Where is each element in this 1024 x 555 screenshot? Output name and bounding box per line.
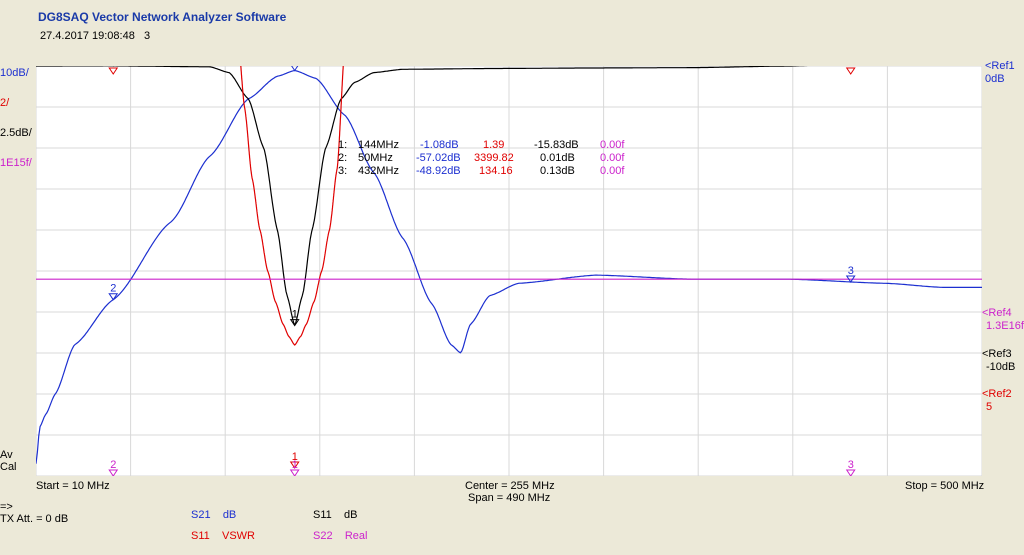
- ref2-value: 5: [986, 401, 993, 413]
- marker-s21: -48.92dB: [416, 165, 461, 177]
- marker-row: 3: 432MHz -48.92dB 134.16 0.13dB 0.00f: [338, 165, 638, 178]
- stop-frequency: Stop = 500 MHz: [905, 480, 985, 492]
- ref1-label[interactable]: <Ref1 0dB: [985, 60, 1015, 86]
- marker-freq: 432MHz: [358, 165, 399, 177]
- grid: [35, 65, 983, 477]
- marker-vswr: 134.16: [479, 165, 513, 177]
- marker-id: 2:: [338, 152, 348, 164]
- calibration-status: Cal: [0, 461, 17, 473]
- marker-number: 3: [848, 66, 854, 69]
- marker-s21: -1.08dB: [420, 139, 459, 151]
- marker-vswr: [108, 67, 119, 75]
- marker-s21: [289, 64, 300, 72]
- tx-attenuation: TX Att. = 0 dB: [0, 513, 69, 525]
- ref1-name: <Ref1: [985, 60, 1015, 72]
- marker-table: 1: 144MHz -1.08dB 1.39 -15.83dB 0.00f 2:…: [338, 139, 638, 178]
- trace-s11-vswr: [238, 60, 345, 346]
- marker-vswr: [845, 67, 856, 75]
- marker-s21: [108, 293, 119, 301]
- marker-s11: 0.01dB: [540, 152, 575, 164]
- ref1-value: 0dB: [985, 73, 1005, 85]
- start-frequency: Start = 10 MHz: [36, 480, 110, 492]
- ref3-value: -10dB: [986, 361, 1016, 373]
- marker-s22: [289, 469, 300, 477]
- marker-number: 1: [292, 309, 298, 321]
- legend-param: S22: [313, 530, 333, 542]
- marker-s21: [845, 275, 856, 283]
- ref4-name: <Ref4: [982, 307, 1012, 319]
- scale-label-s22[interactable]: 1E15f/: [0, 157, 32, 169]
- marker-s11: [289, 319, 300, 327]
- marker-freq: 144MHz: [358, 139, 399, 151]
- legend-unit: dB: [222, 509, 237, 521]
- marker-id: 1:: [338, 139, 348, 151]
- marker-s11: 0.13dB: [540, 165, 575, 177]
- marker-number: 3: [848, 265, 854, 277]
- chart-svg[interactable]: 111122223333: [35, 47, 983, 477]
- marker-number: 3: [848, 459, 854, 471]
- ref2-label[interactable]: <Ref2 5: [982, 388, 1012, 414]
- marker-s22: [845, 469, 856, 477]
- ref2-name: <Ref2: [982, 388, 1012, 400]
- legend-param: S21: [191, 509, 211, 521]
- legend-s11-db[interactable]: S11 dB: [313, 509, 357, 521]
- legend-param: S11: [191, 530, 210, 542]
- legend-unit: VSWR: [222, 530, 255, 542]
- legend-s22-real[interactable]: S22 Real: [313, 530, 367, 542]
- marker-freq: 50MHz: [358, 152, 393, 164]
- marker-real: 0.00f: [600, 165, 625, 177]
- marker-s11: -15.83dB: [534, 139, 579, 151]
- legend-unit: Real: [344, 530, 368, 542]
- arrow-indicator: =>: [0, 501, 13, 513]
- marker-vswr: 3399.82: [474, 152, 514, 164]
- marker-s21: -57.02dB: [416, 152, 461, 164]
- marker-number: 2: [110, 459, 116, 471]
- marker-number: 2: [110, 283, 116, 295]
- marker-row: 1: 144MHz -1.08dB 1.39 -15.83dB 0.00f: [338, 139, 638, 152]
- marker-real: 0.00f: [600, 139, 625, 151]
- average-status: Av: [0, 449, 13, 461]
- scale-label-s11[interactable]: 2.5dB/: [0, 127, 32, 139]
- scale-label-vswr[interactable]: 2/: [0, 97, 10, 109]
- legend-s11-vswr[interactable]: S11 VSWR: [191, 530, 255, 542]
- legend-param: S11: [313, 509, 332, 521]
- marker-number: 2: [110, 66, 116, 69]
- ref4-value: 1.3E16f: [986, 320, 1024, 332]
- legend-unit: dB: [344, 509, 358, 521]
- span-frequency: Span = 490 MHz: [468, 492, 551, 504]
- center-frequency: Center = 255 MHz: [465, 480, 555, 492]
- marker-id: 3:: [338, 165, 348, 177]
- marker-row: 2: 50MHz -57.02dB 3399.82 0.01dB 0.00f: [338, 152, 638, 165]
- ref3-label[interactable]: <Ref3 -10dB: [982, 348, 1015, 374]
- marker-number: 1: [292, 459, 298, 471]
- legend-s21-db[interactable]: S21 dB: [191, 509, 236, 521]
- marker-vswr: [289, 461, 300, 469]
- marker-number: 1: [292, 451, 298, 463]
- timestamp: 27.4.2017 19:08:48 3: [40, 30, 150, 42]
- datetime-text: 27.4.2017 19:08:48: [40, 30, 135, 42]
- ref4-label[interactable]: <Ref4 1.3E16f: [982, 307, 1024, 333]
- scale-label-s21[interactable]: 10dB/: [0, 67, 29, 79]
- sweep-count: 3: [143, 30, 151, 42]
- plot-area[interactable]: 111122223333: [35, 47, 983, 477]
- ref3-name: <Ref3: [982, 348, 1012, 360]
- marker-vswr: 1.39: [483, 139, 505, 151]
- trace-s21-db: [35, 69, 982, 464]
- app-title: DG8SAQ Vector Network Analyzer Software: [38, 10, 287, 24]
- marker-real: 0.00f: [600, 152, 625, 164]
- marker-s22: [108, 469, 119, 477]
